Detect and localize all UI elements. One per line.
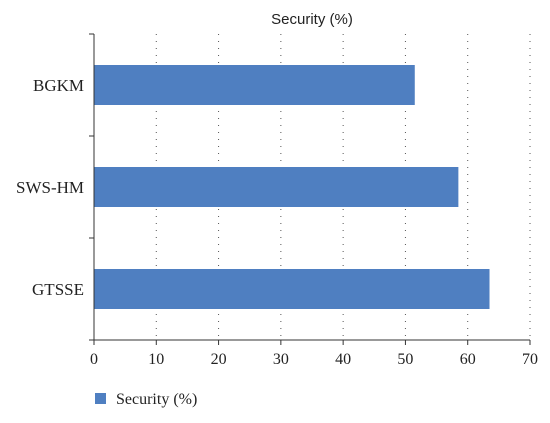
y-axis-categories: BGKM SWS-HM GTSSE	[16, 76, 84, 299]
legend-swatch	[95, 393, 106, 404]
bar-sws-hm	[94, 167, 459, 207]
x-axis-ticks: 0 10 20 30 40 50 60 70	[89, 33, 538, 368]
legend: Security (%)	[95, 391, 197, 408]
category-label: GTSSE	[32, 280, 84, 299]
x-tick-label: 70	[522, 351, 538, 368]
legend-label: Security (%)	[116, 391, 197, 408]
x-tick-label: 10	[148, 351, 164, 368]
bars	[94, 65, 490, 309]
x-tick-label: 60	[460, 351, 476, 368]
category-label: BGKM	[33, 76, 84, 95]
bar-gtsse	[94, 269, 490, 309]
category-label: SWS-HM	[16, 178, 84, 197]
x-tick-label: 40	[335, 351, 351, 368]
x-tick-label: 0	[90, 351, 98, 368]
x-tick-label: 20	[211, 351, 227, 368]
x-tick-label: 50	[397, 351, 413, 368]
bar-bgkm	[94, 65, 415, 105]
chart-title: Security (%)	[271, 11, 353, 28]
x-tick-label: 30	[273, 351, 289, 368]
